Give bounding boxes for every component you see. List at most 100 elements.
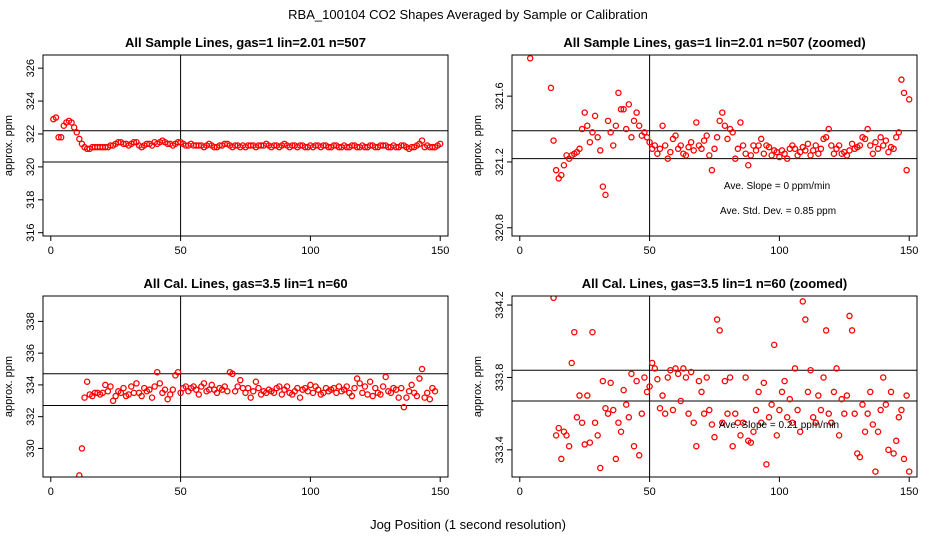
data-point bbox=[604, 117, 612, 125]
data-point bbox=[586, 138, 594, 146]
data-point bbox=[700, 410, 708, 417]
data-point bbox=[377, 391, 384, 398]
data-point bbox=[848, 140, 856, 148]
data-point bbox=[83, 378, 91, 385]
data-point bbox=[128, 383, 135, 390]
data-point bbox=[874, 428, 882, 435]
data-point bbox=[646, 138, 653, 146]
data-point bbox=[729, 442, 736, 450]
x-tick-label: 150 bbox=[900, 245, 918, 257]
x-tick-label: 100 bbox=[301, 245, 319, 257]
data-point bbox=[755, 142, 762, 149]
data-point bbox=[558, 455, 565, 463]
data-point bbox=[633, 109, 640, 116]
data-point bbox=[307, 381, 314, 389]
data-point bbox=[809, 414, 817, 421]
data-point bbox=[726, 374, 734, 381]
panel-p4: All Cal. Lines, gas=3.5 lin=1 n=60 (zoom… bbox=[472, 276, 918, 498]
data-point bbox=[120, 384, 127, 392]
y-tick-label: 326 bbox=[25, 59, 37, 77]
data-point bbox=[750, 428, 757, 435]
data-point bbox=[817, 145, 825, 153]
data-point bbox=[213, 389, 221, 397]
data-point bbox=[78, 445, 86, 452]
x-tick-label: 100 bbox=[770, 245, 788, 257]
panel-p1: All Sample Lines, gas=1 lin=2.01 n=507 ap… bbox=[3, 35, 449, 257]
data-point bbox=[861, 135, 869, 143]
data-point bbox=[648, 359, 656, 367]
data-point bbox=[102, 381, 109, 389]
data-point bbox=[130, 389, 138, 397]
data-point bbox=[711, 145, 718, 153]
data-point bbox=[843, 392, 851, 399]
data-point bbox=[794, 406, 801, 414]
data-point bbox=[550, 137, 557, 144]
data-point bbox=[628, 134, 635, 141]
data-point bbox=[695, 377, 703, 385]
data-point bbox=[651, 142, 659, 149]
data-point bbox=[408, 381, 415, 389]
data-point bbox=[708, 166, 716, 174]
data-point bbox=[224, 388, 231, 395]
data-point bbox=[576, 145, 583, 153]
data-point bbox=[755, 388, 762, 396]
y-axis-label: approx. ppm bbox=[3, 115, 15, 176]
data-point bbox=[547, 84, 555, 92]
data-point bbox=[768, 401, 775, 408]
y-tick-label: 338 bbox=[25, 312, 37, 330]
data-point bbox=[861, 428, 869, 435]
data-series bbox=[550, 296, 913, 475]
data-point bbox=[602, 191, 609, 199]
x-tick-label: 50 bbox=[643, 486, 655, 498]
data-point bbox=[846, 147, 853, 154]
y-tick-label: 334.2 bbox=[494, 291, 506, 319]
data-point bbox=[685, 143, 692, 151]
data-point bbox=[654, 376, 661, 383]
data-point bbox=[560, 161, 568, 169]
data-point bbox=[693, 119, 700, 126]
panel-p3: All Cal. Lines, gas=3.5 lin=1 n=60 approx… bbox=[3, 276, 449, 498]
data-point bbox=[669, 406, 677, 414]
data-point bbox=[898, 76, 905, 83]
data-point bbox=[747, 439, 755, 446]
data-point bbox=[773, 432, 781, 439]
data-point bbox=[776, 153, 783, 161]
data-point bbox=[231, 388, 239, 395]
data-point bbox=[563, 432, 570, 439]
data-point bbox=[234, 383, 241, 390]
data-point bbox=[721, 377, 729, 385]
data-point bbox=[820, 374, 827, 381]
data-point bbox=[552, 166, 560, 174]
data-point bbox=[825, 125, 832, 133]
x-tick-label: 50 bbox=[174, 245, 186, 257]
data-point bbox=[252, 378, 260, 385]
data-point bbox=[591, 419, 599, 426]
data-point bbox=[739, 419, 747, 426]
panel-title: All Sample Lines, gas=1 lin=2.01 n=507 (… bbox=[563, 35, 865, 50]
data-point bbox=[700, 137, 708, 144]
plot-frame bbox=[511, 295, 918, 478]
data-point bbox=[366, 378, 374, 385]
data-point bbox=[742, 150, 749, 157]
panel-title: All Sample Lines, gas=1 lin=2.01 n=507 bbox=[125, 35, 366, 50]
data-point bbox=[130, 138, 138, 146]
data-point bbox=[52, 114, 60, 121]
data-point bbox=[359, 389, 366, 397]
data-point bbox=[584, 392, 591, 399]
data-point bbox=[781, 377, 788, 385]
data-point bbox=[610, 142, 617, 149]
x-tick-label: 150 bbox=[900, 486, 918, 498]
data-point bbox=[343, 383, 350, 390]
data-point bbox=[690, 419, 697, 426]
data-point bbox=[783, 155, 791, 162]
data-point bbox=[890, 145, 897, 153]
data-point bbox=[721, 122, 729, 130]
data-point bbox=[398, 384, 405, 392]
data-point bbox=[685, 410, 692, 417]
data-point bbox=[104, 388, 112, 395]
data-point bbox=[659, 122, 666, 130]
data-point bbox=[68, 119, 75, 126]
data-point bbox=[708, 421, 716, 428]
data-point bbox=[250, 388, 257, 395]
data-point bbox=[791, 365, 799, 372]
